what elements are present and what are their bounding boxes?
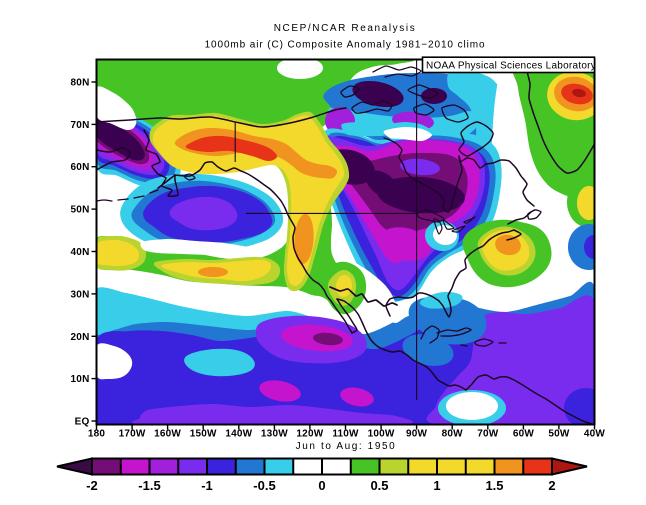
svg-text:40N: 40N xyxy=(71,247,90,258)
svg-text:170W: 170W xyxy=(119,429,146,440)
svg-text:1: 1 xyxy=(433,478,440,493)
svg-text:0: 0 xyxy=(318,478,325,493)
svg-text:80N: 80N xyxy=(71,78,90,89)
svg-text:180: 180 xyxy=(88,429,106,440)
svg-text:120W: 120W xyxy=(296,429,323,440)
svg-text:NOAA Physical Sciences Laborat: NOAA Physical Sciences Laboratory xyxy=(426,61,596,72)
svg-text:130W: 130W xyxy=(261,429,288,440)
svg-text:60W: 60W xyxy=(513,429,535,440)
svg-text:90W: 90W xyxy=(406,429,428,440)
svg-text:-1: -1 xyxy=(201,478,213,493)
svg-text:80W: 80W xyxy=(442,429,464,440)
svg-text:-0.5: -0.5 xyxy=(253,478,275,493)
svg-text:1000mb air (C) Composite Anoma: 1000mb air (C) Composite Anomaly 1981−20… xyxy=(205,40,486,51)
svg-text:EQ: EQ xyxy=(75,417,90,428)
svg-text:NCEP/NCAR Reanalysis: NCEP/NCAR Reanalysis xyxy=(274,23,417,34)
svg-text:2: 2 xyxy=(548,478,555,493)
svg-text:140W: 140W xyxy=(225,429,252,440)
svg-text:40W: 40W xyxy=(584,429,606,440)
svg-text:-2: -2 xyxy=(86,478,98,493)
svg-text:100W: 100W xyxy=(368,429,395,440)
svg-text:50N: 50N xyxy=(71,205,90,216)
svg-text:-1.5: -1.5 xyxy=(138,478,160,493)
svg-text:10N: 10N xyxy=(71,374,90,385)
svg-text:110W: 110W xyxy=(332,429,359,440)
svg-text:70N: 70N xyxy=(71,120,90,131)
svg-text:150W: 150W xyxy=(190,429,217,440)
svg-text:160W: 160W xyxy=(154,429,181,440)
svg-text:1.5: 1.5 xyxy=(485,478,503,493)
svg-text:30N: 30N xyxy=(71,289,90,300)
svg-text:Jun to Aug: 1950: Jun to Aug: 1950 xyxy=(296,441,397,452)
svg-text:0.5: 0.5 xyxy=(370,478,388,493)
svg-text:60N: 60N xyxy=(71,162,90,173)
svg-text:70W: 70W xyxy=(477,429,499,440)
svg-text:50W: 50W xyxy=(548,429,570,440)
svg-text:20N: 20N xyxy=(71,332,90,343)
